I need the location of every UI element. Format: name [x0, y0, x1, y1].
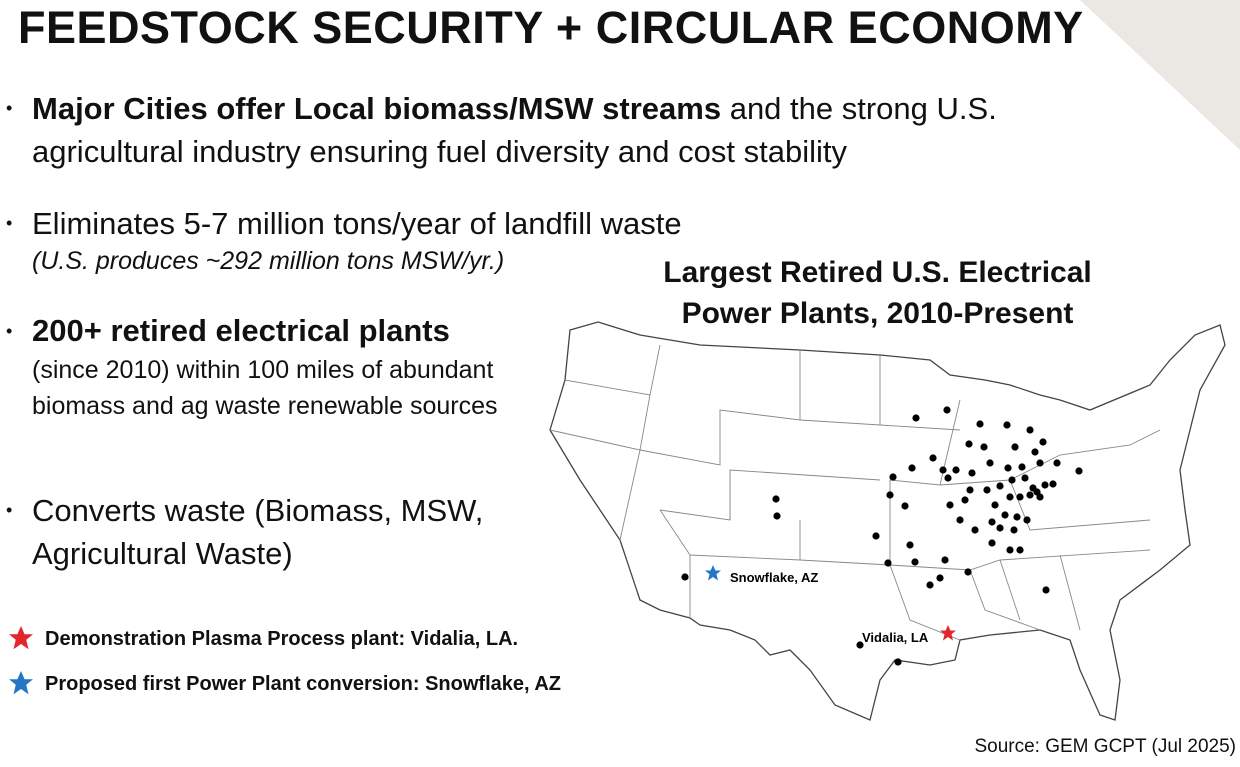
plant-dot: [943, 406, 951, 414]
plant-dot: [1042, 586, 1050, 594]
plant-dot: [773, 512, 781, 520]
plant-dot: [1003, 421, 1011, 429]
source: Source: GEM GCPT (Jul 2025): [974, 736, 1236, 757]
bullet-text: Eliminates 5-7 million tons/year of land…: [32, 206, 682, 241]
plant-dot: [976, 420, 984, 428]
plant-dot: [961, 496, 969, 504]
plant-dot: [965, 440, 973, 448]
slide-title: FEEDSTOCK SECURITY + CIRCULAR ECONOMY: [18, 2, 1084, 53]
plant-dot: [911, 558, 919, 566]
star-snowflake: [705, 565, 721, 581]
plant-dot: [952, 466, 960, 474]
us-map-outline: [549, 321, 1226, 721]
map-label-snowflake: Snowflake, AZ: [730, 570, 818, 585]
plant-dot: [906, 541, 914, 549]
bullet: 200+ retired electrical plants (since 201…: [6, 310, 532, 424]
plant-dot: [1031, 448, 1039, 456]
plant-dot: [886, 491, 894, 499]
bullet: Major Cities offer Local biomass/MSW str…: [6, 88, 1142, 174]
plant-dot: [1010, 526, 1018, 534]
map-title: Largest Retired U.S. Electrical Power Pl…: [663, 256, 1092, 331]
plant-dot: [929, 454, 937, 462]
plant-dot: [996, 482, 1004, 490]
plant-dot: [1008, 476, 1016, 484]
legend-star-red: [9, 626, 33, 650]
plant-dot: [884, 559, 892, 567]
plant-dot: [908, 464, 916, 472]
bullet-text: (since 2010) within 100 miles of abundan…: [32, 355, 498, 421]
plant-dot: [872, 532, 880, 540]
plant-dot: [772, 495, 780, 503]
map-label-vidalia: Vidalia, LA: [862, 630, 929, 645]
plant-dot: [1001, 511, 1009, 519]
plant-dot: [1006, 493, 1014, 501]
legend-entry: Proposed first Power Plant conversion: S…: [45, 673, 562, 695]
plant-dot: [1033, 488, 1041, 496]
plant-dot: [901, 502, 909, 510]
plant-dot: [966, 486, 974, 494]
plant-dot: [1004, 464, 1012, 472]
plant-dot: [1023, 516, 1031, 524]
plant-dot: [971, 526, 979, 534]
plant-dot: [1018, 463, 1026, 471]
plant-dot: [1006, 546, 1014, 554]
plant-dots: [681, 406, 1083, 666]
plant-dot: [1036, 459, 1044, 467]
plant-dot: [1053, 459, 1061, 467]
star-vidalia: [940, 625, 956, 641]
plant-dot: [988, 539, 996, 547]
plant-dot: [1016, 546, 1024, 554]
plant-dot: [944, 474, 952, 482]
bullet-text: Converts waste (Biomass, MSW, Agricultur…: [32, 493, 484, 571]
plant-dot: [939, 466, 947, 474]
plant-dot: [946, 501, 954, 509]
plant-dot: [980, 443, 988, 451]
plant-dot: [996, 524, 1004, 532]
bullet: Eliminates 5-7 million tons/year of land…: [6, 203, 812, 276]
plant-dot: [1041, 481, 1049, 489]
plant-dot: [956, 516, 964, 524]
plant-dot: [894, 658, 902, 666]
plant-dot: [1013, 513, 1021, 521]
plant-dot: [988, 518, 996, 526]
plant-dot: [1026, 491, 1034, 499]
plant-dot: [1049, 480, 1057, 488]
plant-dot: [889, 473, 897, 481]
plant-dot: [856, 641, 864, 649]
state-lines: [549, 344, 1161, 641]
plant-dot: [941, 556, 949, 564]
legend-entry: Demonstration Plasma Process plant: Vida…: [45, 628, 519, 650]
plant-dot: [1039, 438, 1047, 446]
plant-dot: [1011, 443, 1019, 451]
plant-dot: [681, 573, 689, 581]
bullet: Converts waste (Biomass, MSW, Agricultur…: [6, 490, 572, 576]
bullet-lead: 200+ retired electrical plants: [32, 313, 450, 348]
bullet-lead: Major Cities offer Local biomass/MSW str…: [32, 91, 722, 126]
plant-dot: [986, 459, 994, 467]
corner-shape: [1080, 0, 1240, 150]
plant-dot: [964, 568, 972, 576]
plant-dot: [1026, 426, 1034, 434]
bullet-note: (U.S. produces ~292 million tons MSW/yr.…: [32, 246, 505, 275]
plant-dot: [1021, 474, 1029, 482]
plant-dot: [936, 574, 944, 582]
plant-dot: [968, 469, 976, 477]
legend-star-blue: [9, 671, 33, 695]
plant-dot: [1016, 493, 1024, 501]
plant-dot: [912, 414, 920, 422]
plant-dot: [926, 581, 934, 589]
plant-dot: [991, 501, 999, 509]
plant-dot: [983, 486, 991, 494]
plant-dot: [1075, 467, 1083, 475]
bullet-text: and the strong U.S. agricultural industr…: [32, 91, 997, 169]
